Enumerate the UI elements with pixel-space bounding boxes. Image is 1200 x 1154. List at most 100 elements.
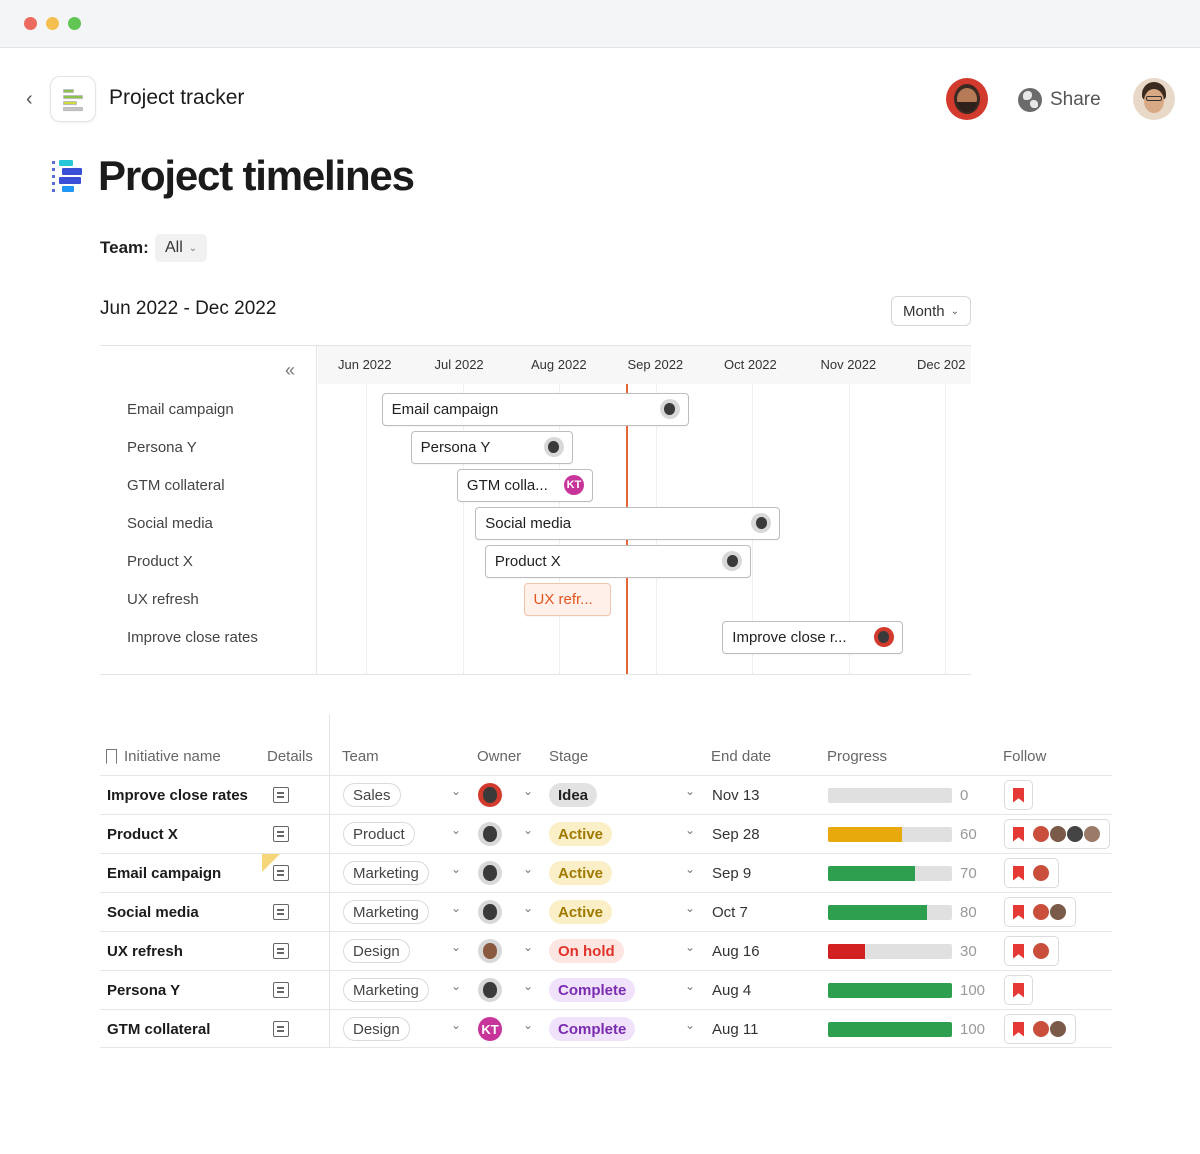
- column-header-end-date[interactable]: End date: [711, 748, 772, 765]
- table-row[interactable]: UX refresh Design ⌄ ⌄ On hold ⌄ Aug 16 30: [100, 931, 1112, 970]
- follow-button[interactable]: [1004, 897, 1076, 927]
- team-cell[interactable]: Design: [343, 1010, 410, 1048]
- follow-button[interactable]: [1004, 780, 1033, 810]
- follow-button[interactable]: [1004, 858, 1059, 888]
- initiative-name[interactable]: Email campaign: [107, 864, 222, 882]
- details-button[interactable]: [273, 1010, 289, 1048]
- comment-flag-icon[interactable]: [262, 854, 280, 872]
- owner-avatar[interactable]: [478, 978, 502, 1002]
- stage-cell[interactable]: Complete: [549, 1010, 636, 1048]
- chevron-down-icon[interactable]: ⌄: [523, 862, 534, 876]
- chevron-down-icon[interactable]: ⌄: [685, 1018, 696, 1032]
- table-row[interactable]: Email campaign Marketing ⌄ ⌄ Active ⌄ Sep 9 70: [100, 853, 1112, 892]
- stage-cell[interactable]: Active: [549, 893, 613, 931]
- chevron-down-icon[interactable]: ⌄: [685, 979, 696, 993]
- collaborator-avatar[interactable]: [946, 78, 988, 120]
- team-cell[interactable]: Marketing: [343, 971, 429, 1009]
- share-button[interactable]: Share: [1018, 85, 1101, 115]
- end-date[interactable]: Sep 9: [712, 864, 752, 882]
- table-row[interactable]: Social media Marketing ⌄ ⌄ Active ⌄ Oct 7 80: [100, 892, 1112, 931]
- chevron-down-icon[interactable]: ⌄: [451, 1018, 462, 1032]
- stage-cell[interactable]: Idea: [549, 776, 598, 814]
- timeline-bar-avatar[interactable]: [722, 551, 743, 571]
- chevron-down-icon[interactable]: ⌄: [685, 862, 696, 876]
- table-row[interactable]: GTM collateral Design ⌄ KT ⌄ Complete ⌄ Aug 11 1…: [100, 1009, 1112, 1048]
- end-date[interactable]: Sep 28: [712, 825, 760, 843]
- column-header-details[interactable]: Details: [267, 748, 313, 765]
- chevron-down-icon[interactable]: ⌄: [685, 823, 696, 837]
- details-button[interactable]: [273, 776, 289, 814]
- view-mode-select[interactable]: Month ⌄: [891, 296, 971, 326]
- stage-cell[interactable]: Active: [549, 854, 613, 892]
- timeline-bar[interactable]: GTM colla... KT: [456, 469, 593, 502]
- back-chevron-icon[interactable]: ‹: [26, 88, 33, 110]
- chevron-down-icon[interactable]: ⌄: [523, 823, 534, 837]
- initiative-name[interactable]: Product X: [107, 825, 178, 843]
- column-header-team[interactable]: Team: [342, 748, 379, 765]
- close-window-button[interactable]: [24, 17, 37, 30]
- team-cell[interactable]: Marketing: [343, 893, 429, 931]
- team-cell[interactable]: Product: [343, 815, 415, 853]
- table-row[interactable]: Improve close rates Sales ⌄ ⌄ Idea ⌄ Nov 13 0: [100, 775, 1112, 814]
- chevron-down-icon[interactable]: ⌄: [523, 940, 534, 954]
- end-date[interactable]: Aug 11: [712, 1020, 759, 1038]
- timeline-bar[interactable]: Persona Y: [410, 431, 573, 464]
- column-header-progress[interactable]: Progress: [827, 748, 888, 765]
- user-avatar[interactable]: [1133, 78, 1175, 120]
- follow-button[interactable]: [1004, 975, 1033, 1005]
- chevron-down-icon[interactable]: ⌄: [451, 823, 462, 837]
- owner-avatar[interactable]: [478, 783, 502, 807]
- stage-cell[interactable]: Active: [549, 815, 613, 853]
- table-row[interactable]: Persona Y Marketing ⌄ ⌄ Complete ⌄ Aug 4 100: [100, 970, 1112, 1009]
- column-header-stage[interactable]: Stage: [549, 748, 589, 765]
- chevron-down-icon[interactable]: ⌄: [451, 901, 462, 915]
- team-cell[interactable]: Marketing: [343, 854, 429, 892]
- stage-cell[interactable]: On hold: [549, 932, 624, 970]
- initiative-name[interactable]: Social media: [107, 903, 199, 921]
- details-button[interactable]: [273, 815, 289, 853]
- chevron-down-icon[interactable]: ⌄: [451, 979, 462, 993]
- initiative-name[interactable]: GTM collateral: [107, 1020, 211, 1038]
- end-date[interactable]: Nov 13: [712, 786, 760, 804]
- end-date[interactable]: Aug 16: [712, 942, 760, 960]
- initiative-name[interactable]: UX refresh: [107, 942, 183, 960]
- team-filter-select[interactable]: All ⌄: [155, 234, 208, 262]
- chevron-down-icon[interactable]: ⌄: [523, 901, 534, 915]
- details-button[interactable]: [273, 932, 289, 970]
- details-button[interactable]: [273, 854, 289, 892]
- timeline-bar[interactable]: UX refr...: [523, 583, 612, 616]
- timeline-bar-avatar[interactable]: KT: [563, 475, 584, 495]
- timeline-bar[interactable]: Email campaign: [381, 393, 689, 426]
- owner-avatar[interactable]: [478, 822, 502, 846]
- chevron-down-icon[interactable]: ⌄: [451, 940, 462, 954]
- maximize-window-button[interactable]: [68, 17, 81, 30]
- timeline-bar[interactable]: Social media: [475, 507, 781, 540]
- follow-button[interactable]: [1004, 936, 1059, 966]
- team-cell[interactable]: Design: [343, 932, 410, 970]
- chevron-down-icon[interactable]: ⌄: [685, 940, 696, 954]
- owner-avatar[interactable]: KT: [478, 1017, 502, 1041]
- owner-avatar[interactable]: [478, 861, 502, 885]
- details-button[interactable]: [273, 971, 289, 1009]
- column-header-name[interactable]: Initiative name: [124, 748, 221, 765]
- chevron-down-icon[interactable]: ⌄: [451, 784, 462, 798]
- end-date[interactable]: Oct 7: [712, 903, 748, 921]
- owner-avatar[interactable]: [478, 900, 502, 924]
- owner-avatar[interactable]: [478, 939, 502, 963]
- column-header-owner[interactable]: Owner: [477, 748, 522, 765]
- chevron-down-icon[interactable]: ⌄: [523, 784, 534, 798]
- initiative-name[interactable]: Improve close rates: [107, 786, 248, 804]
- column-header-follow[interactable]: Follow: [1003, 748, 1047, 765]
- initiative-name[interactable]: Persona Y: [107, 981, 181, 999]
- chevron-down-icon[interactable]: ⌄: [523, 1018, 534, 1032]
- stage-cell[interactable]: Complete: [549, 971, 636, 1009]
- chevron-down-icon[interactable]: ⌄: [685, 901, 696, 915]
- table-row[interactable]: Product X Product ⌄ ⌄ Active ⌄ Sep 28 60: [100, 814, 1112, 853]
- timeline-bar[interactable]: Improve close r...: [722, 621, 903, 654]
- end-date[interactable]: Aug 4: [712, 981, 752, 999]
- details-button[interactable]: [273, 893, 289, 931]
- team-cell[interactable]: Sales: [343, 776, 401, 814]
- timeline-bar[interactable]: Product X: [484, 545, 752, 578]
- chevron-down-icon[interactable]: ⌄: [451, 862, 462, 876]
- timeline-bar-avatar[interactable]: [543, 437, 564, 457]
